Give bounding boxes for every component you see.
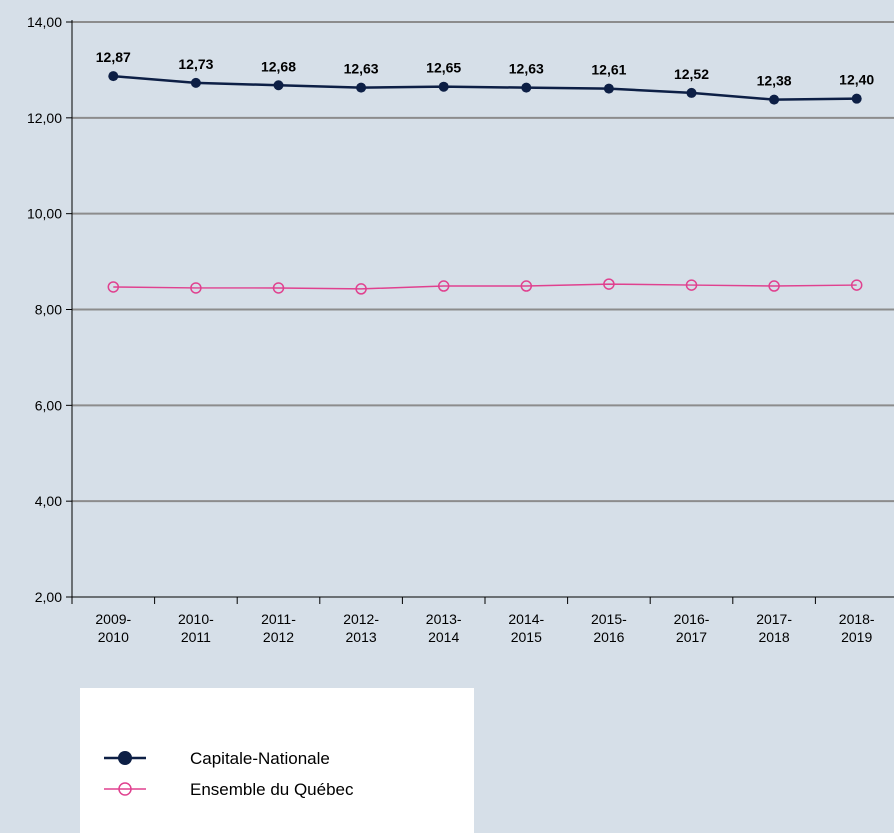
series xyxy=(107,71,863,295)
x-tick-label: 2014 xyxy=(428,629,459,645)
data-label: 12,73 xyxy=(178,56,213,72)
x-tick-label: 2018- xyxy=(839,611,875,627)
data-label: 12,63 xyxy=(344,61,379,77)
x-tick-label: 2017 xyxy=(676,629,707,645)
y-axis-ticks: 2,00 4,00 6,00 8,00 10,00 12,00 14,00 xyxy=(27,14,72,605)
legend-label: Ensemble du Québec xyxy=(190,780,354,799)
data-point xyxy=(851,93,862,104)
data-labels: 12,87 12,73 12,68 12,63 12,65 12,63 12,61 12,52… xyxy=(96,49,875,88)
data-point xyxy=(190,282,202,294)
data-point xyxy=(769,94,780,105)
legend-item-capitale-nationale: Capitale-Nationale xyxy=(80,743,474,773)
x-tick-label: 2011 xyxy=(181,629,211,645)
y-tick-label: 10,00 xyxy=(27,206,62,222)
data-point xyxy=(521,82,532,93)
data-point xyxy=(520,280,533,292)
gridlines xyxy=(72,21,894,503)
x-tick-label: 2015- xyxy=(591,611,627,627)
data-point xyxy=(438,81,449,92)
data-point xyxy=(603,83,614,94)
legend-item-ensemble-du-quebec: Ensemble du Québec xyxy=(80,774,474,804)
x-tick-label: 2016- xyxy=(674,611,710,627)
data-point xyxy=(272,282,285,294)
x-tick-label: 2012 xyxy=(263,629,294,645)
x-tick-label: 2016 xyxy=(593,629,624,645)
legend-swatch-dark-line-icon xyxy=(104,751,146,765)
data-label: 12,68 xyxy=(261,58,296,74)
y-tick-label: 4,00 xyxy=(35,493,62,509)
legend-swatch-pink-line-icon xyxy=(104,782,146,796)
x-tick-label: 2010 xyxy=(98,629,129,645)
x-tick-label: 2014- xyxy=(508,611,544,627)
data-point xyxy=(108,71,119,82)
data-point xyxy=(850,279,863,291)
data-label: 12,65 xyxy=(426,60,461,76)
x-tick-label: 2019 xyxy=(841,629,872,645)
x-tick-label: 2017- xyxy=(756,611,792,627)
legend-label: Capitale-Nationale xyxy=(190,749,330,768)
data-point xyxy=(603,278,615,290)
data-point xyxy=(190,77,201,88)
data-label: 12,63 xyxy=(509,61,544,77)
x-axis-ticks: 2009- 2010 2010- 2011 2011- 2012 2012- 2013 2013… xyxy=(71,597,875,645)
data-point xyxy=(356,82,367,93)
data-point xyxy=(355,283,367,295)
data-label: 12,38 xyxy=(757,73,792,89)
x-tick-label: 2018 xyxy=(759,629,790,645)
y-tick-label: 8,00 xyxy=(35,302,62,318)
data-label: 12,87 xyxy=(96,49,131,65)
x-tick-label: 2013- xyxy=(426,611,462,627)
data-point xyxy=(437,280,450,292)
x-tick-label: 2011- xyxy=(261,611,296,627)
x-tick-label: 2012- xyxy=(343,611,379,627)
y-tick-label: 12,00 xyxy=(27,110,62,126)
data-point xyxy=(107,281,120,293)
data-label: 12,61 xyxy=(591,62,626,78)
x-tick-label: 2013 xyxy=(346,629,377,645)
x-tick-label: 2009- xyxy=(95,611,131,627)
data-point xyxy=(273,80,284,91)
x-tick-label: 2015 xyxy=(511,629,542,645)
data-label: 12,40 xyxy=(839,72,874,88)
y-tick-label: 6,00 xyxy=(35,397,62,413)
y-tick-label: 14,00 xyxy=(27,14,62,30)
data-point xyxy=(685,279,698,291)
data-point xyxy=(686,87,697,98)
series-line-1 xyxy=(113,283,857,290)
series-line-0 xyxy=(113,74,857,101)
data-point xyxy=(768,280,780,292)
y-tick-label: 2,00 xyxy=(35,589,62,605)
data-label: 12,52 xyxy=(674,66,709,82)
legend: Capitale-Nationale Ensemble du Québec xyxy=(80,688,474,833)
x-tick-label: 2010- xyxy=(178,611,214,627)
